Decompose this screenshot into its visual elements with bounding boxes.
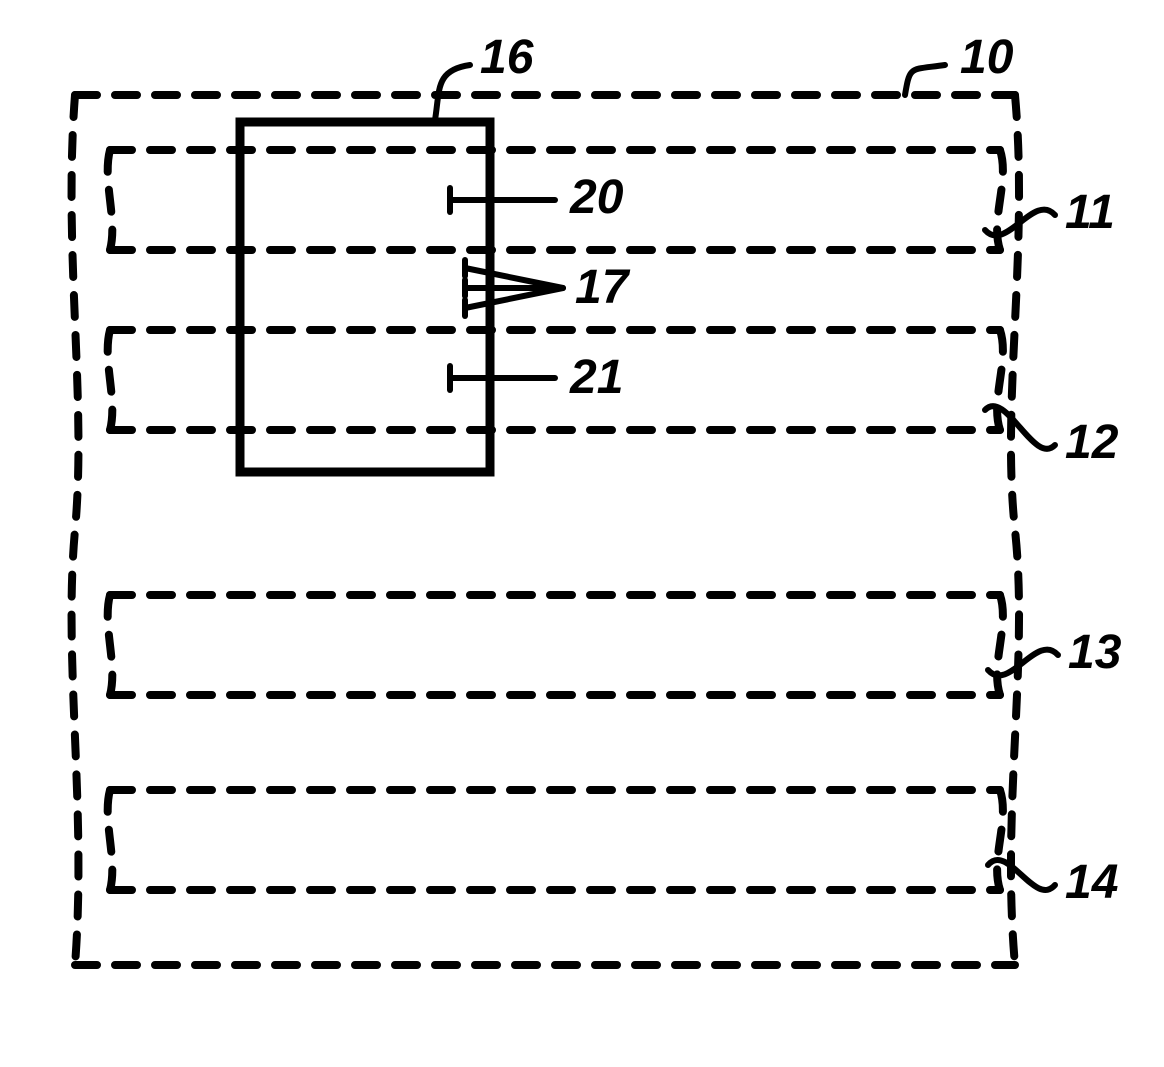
band-14-left bbox=[108, 790, 113, 890]
label-17: 17 bbox=[575, 260, 628, 315]
band-11-left bbox=[108, 150, 113, 250]
leader-10 bbox=[905, 65, 945, 95]
band-12-left bbox=[108, 330, 113, 430]
band-13-right bbox=[997, 595, 1003, 695]
band-14-right bbox=[997, 790, 1003, 890]
label-20: 20 bbox=[570, 170, 623, 225]
band-12-right bbox=[997, 330, 1003, 430]
diagram-svg bbox=[0, 0, 1164, 1067]
diagram-container: 16 10 20 17 21 11 12 13 14 bbox=[0, 0, 1164, 1067]
label-11: 11 bbox=[1065, 185, 1115, 240]
label-13: 13 bbox=[1068, 625, 1121, 680]
label-21: 21 bbox=[570, 350, 623, 405]
label-10: 10 bbox=[960, 30, 1013, 85]
band-13-left bbox=[108, 595, 113, 695]
label-12: 12 bbox=[1065, 415, 1118, 470]
label-14: 14 bbox=[1065, 855, 1118, 910]
label-16: 16 bbox=[480, 30, 533, 85]
solid-box-16 bbox=[240, 122, 490, 472]
